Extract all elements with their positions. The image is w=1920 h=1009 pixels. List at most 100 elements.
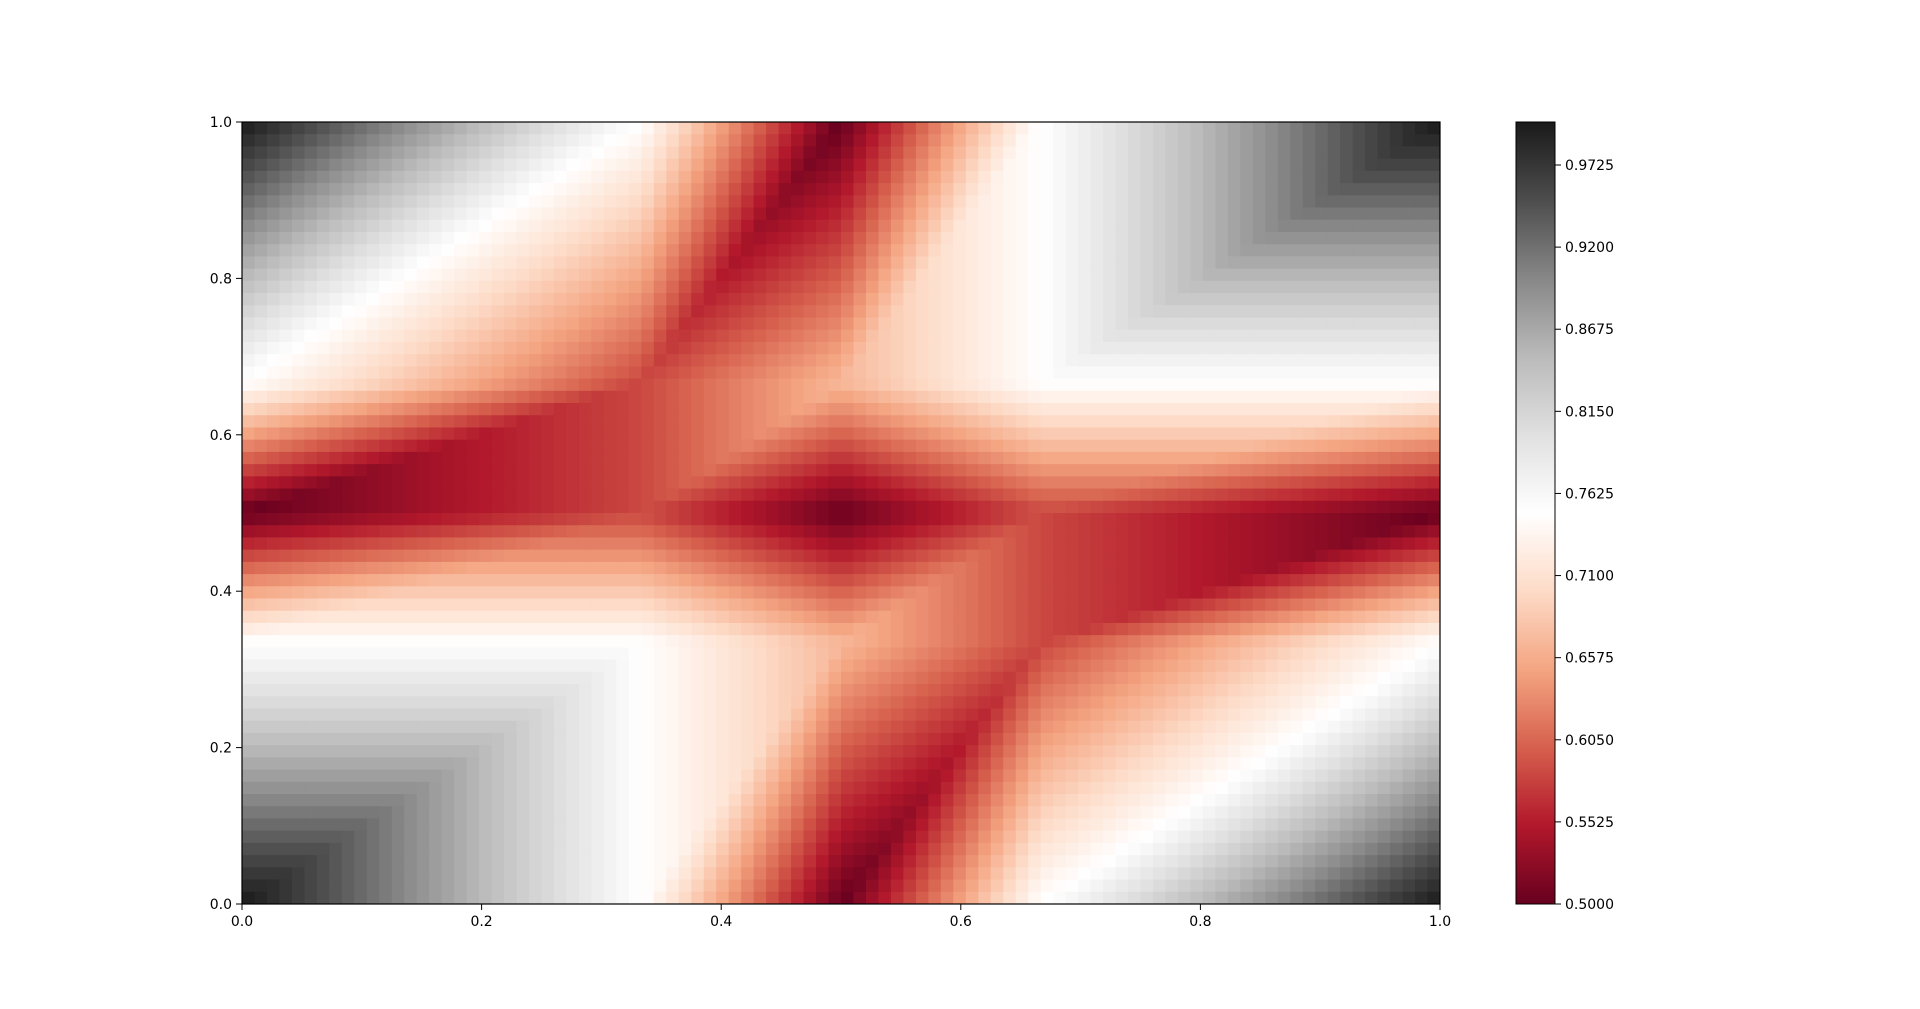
heatmap-cell xyxy=(678,745,692,758)
heatmap-cell xyxy=(940,647,954,661)
heatmap-cell xyxy=(603,268,617,282)
heatmap-cell xyxy=(1390,586,1404,600)
heatmap-cell xyxy=(1015,671,1029,685)
heatmap-cell xyxy=(928,390,942,404)
heatmap-cell xyxy=(753,451,767,465)
heatmap-cell xyxy=(316,574,330,587)
heatmap-cell xyxy=(1265,635,1279,649)
heatmap-cell xyxy=(429,427,443,441)
heatmap-cell xyxy=(466,256,480,270)
heatmap-cell xyxy=(1040,268,1054,282)
heatmap-cell xyxy=(541,464,555,477)
heatmap-cell xyxy=(1177,537,1192,551)
heatmap-cell xyxy=(1152,146,1167,160)
heatmap-cell xyxy=(741,513,755,526)
heatmap-cell xyxy=(266,183,281,196)
heatmap-cell xyxy=(1028,293,1042,306)
heatmap-cell xyxy=(803,293,817,306)
heatmap-cell xyxy=(716,732,730,746)
heatmap-cell xyxy=(791,366,805,380)
heatmap-cell xyxy=(1302,231,1316,245)
heatmap-cell xyxy=(990,170,1004,184)
heatmap-cell xyxy=(1290,647,1304,661)
heatmap-cell xyxy=(1140,671,1154,685)
heatmap-cell xyxy=(1402,195,1416,209)
heatmap-cell xyxy=(691,513,705,526)
heatmap-cell xyxy=(1327,317,1341,331)
heatmap-cell xyxy=(1152,574,1167,587)
heatmap-cell xyxy=(366,305,380,319)
heatmap-cell xyxy=(1415,427,1429,441)
heatmap-cell xyxy=(940,329,954,343)
heatmap-cell xyxy=(1265,476,1279,490)
heatmap-cell xyxy=(828,122,842,135)
heatmap-cell xyxy=(828,207,842,221)
heatmap-cell xyxy=(553,354,568,367)
heatmap-cell xyxy=(516,586,530,600)
heatmap-cell xyxy=(416,561,430,575)
heatmap-cell xyxy=(1227,354,1241,367)
heatmap-cell xyxy=(878,708,892,722)
heatmap-cell xyxy=(1227,305,1241,319)
heatmap-cell xyxy=(479,561,493,575)
heatmap-cell xyxy=(1165,378,1179,392)
heatmap-cell xyxy=(1265,647,1279,661)
heatmap-cell xyxy=(978,329,992,343)
heatmap-cell xyxy=(416,549,430,563)
heatmap-cell xyxy=(1252,195,1266,209)
heatmap-cell xyxy=(653,586,667,600)
heatmap-cell xyxy=(766,635,780,649)
heatmap-cell xyxy=(553,244,568,258)
heatmap-cell xyxy=(841,451,855,465)
heatmap-cell xyxy=(1265,390,1279,404)
heatmap-cell xyxy=(965,561,979,575)
heatmap-cell xyxy=(915,293,929,306)
heatmap-cell xyxy=(678,390,692,404)
heatmap-cell xyxy=(1252,708,1266,722)
heatmap-cell xyxy=(354,745,368,758)
heatmap-cell xyxy=(828,366,842,380)
heatmap-cell xyxy=(429,732,443,746)
heatmap-cell xyxy=(766,537,780,551)
heatmap-cell xyxy=(703,305,717,319)
heatmap-cell xyxy=(603,256,617,270)
heatmap-cell xyxy=(1377,464,1391,477)
heatmap-cell xyxy=(1028,549,1042,563)
heatmap-cell xyxy=(429,122,443,135)
heatmap-cell xyxy=(1140,293,1154,306)
heatmap-cell xyxy=(1252,647,1266,661)
heatmap-cell xyxy=(791,451,805,465)
heatmap-cell xyxy=(1190,170,1204,184)
heatmap-cell xyxy=(628,415,642,429)
heatmap-cell xyxy=(1290,122,1304,135)
heatmap-cell xyxy=(1090,500,1104,514)
heatmap-cell xyxy=(316,317,330,331)
heatmap-cell xyxy=(1215,708,1229,722)
heatmap-cell xyxy=(778,476,792,490)
heatmap-cell xyxy=(266,305,281,319)
heatmap-cell xyxy=(716,561,730,575)
heatmap-cell xyxy=(878,354,892,367)
heatmap-cell xyxy=(441,622,455,636)
heatmap-cell xyxy=(1277,708,1291,722)
heatmap-cell xyxy=(529,451,543,465)
heatmap-cell xyxy=(1240,635,1254,649)
heatmap-cell xyxy=(479,574,493,587)
heatmap-cell xyxy=(1265,415,1279,429)
heatmap-cell xyxy=(1140,122,1154,135)
heatmap-cell xyxy=(404,696,418,710)
heatmap-cell xyxy=(1377,390,1391,404)
heatmap-cell xyxy=(279,671,293,685)
heatmap-cell xyxy=(841,586,855,600)
heatmap-cell xyxy=(1115,586,1129,600)
heatmap-cell xyxy=(978,439,992,453)
heatmap-cell xyxy=(1140,451,1154,465)
heatmap-cell xyxy=(279,720,293,734)
heatmap-cell xyxy=(341,598,355,612)
heatmap-cell xyxy=(1078,610,1092,624)
heatmap-cell xyxy=(915,158,929,172)
heatmap-cell xyxy=(1015,622,1029,636)
heatmap-cell xyxy=(1227,341,1241,355)
heatmap-cell xyxy=(1240,354,1254,367)
heatmap-cell xyxy=(653,598,667,612)
